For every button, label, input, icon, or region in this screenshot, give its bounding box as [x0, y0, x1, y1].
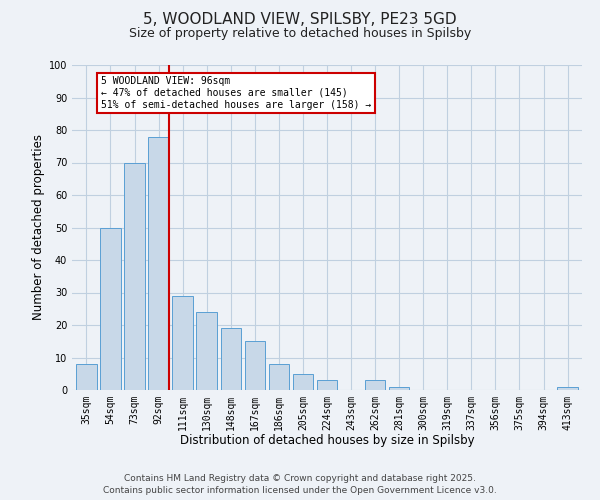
- Bar: [196, 312, 217, 390]
- Bar: [76, 364, 97, 390]
- Text: Size of property relative to detached houses in Spilsby: Size of property relative to detached ho…: [129, 28, 471, 40]
- Bar: [124, 162, 145, 390]
- Text: 5 WOODLAND VIEW: 96sqm
← 47% of detached houses are smaller (145)
51% of semi-de: 5 WOODLAND VIEW: 96sqm ← 47% of detached…: [101, 76, 371, 110]
- Bar: [245, 341, 265, 390]
- Bar: [389, 387, 409, 390]
- Bar: [172, 296, 193, 390]
- Bar: [557, 387, 578, 390]
- Bar: [221, 328, 241, 390]
- Text: Contains HM Land Registry data © Crown copyright and database right 2025.
Contai: Contains HM Land Registry data © Crown c…: [103, 474, 497, 495]
- Text: 5, WOODLAND VIEW, SPILSBY, PE23 5GD: 5, WOODLAND VIEW, SPILSBY, PE23 5GD: [143, 12, 457, 28]
- Bar: [148, 136, 169, 390]
- Bar: [269, 364, 289, 390]
- X-axis label: Distribution of detached houses by size in Spilsby: Distribution of detached houses by size …: [179, 434, 475, 448]
- Bar: [365, 380, 385, 390]
- Bar: [100, 228, 121, 390]
- Bar: [317, 380, 337, 390]
- Bar: [293, 374, 313, 390]
- Y-axis label: Number of detached properties: Number of detached properties: [32, 134, 44, 320]
